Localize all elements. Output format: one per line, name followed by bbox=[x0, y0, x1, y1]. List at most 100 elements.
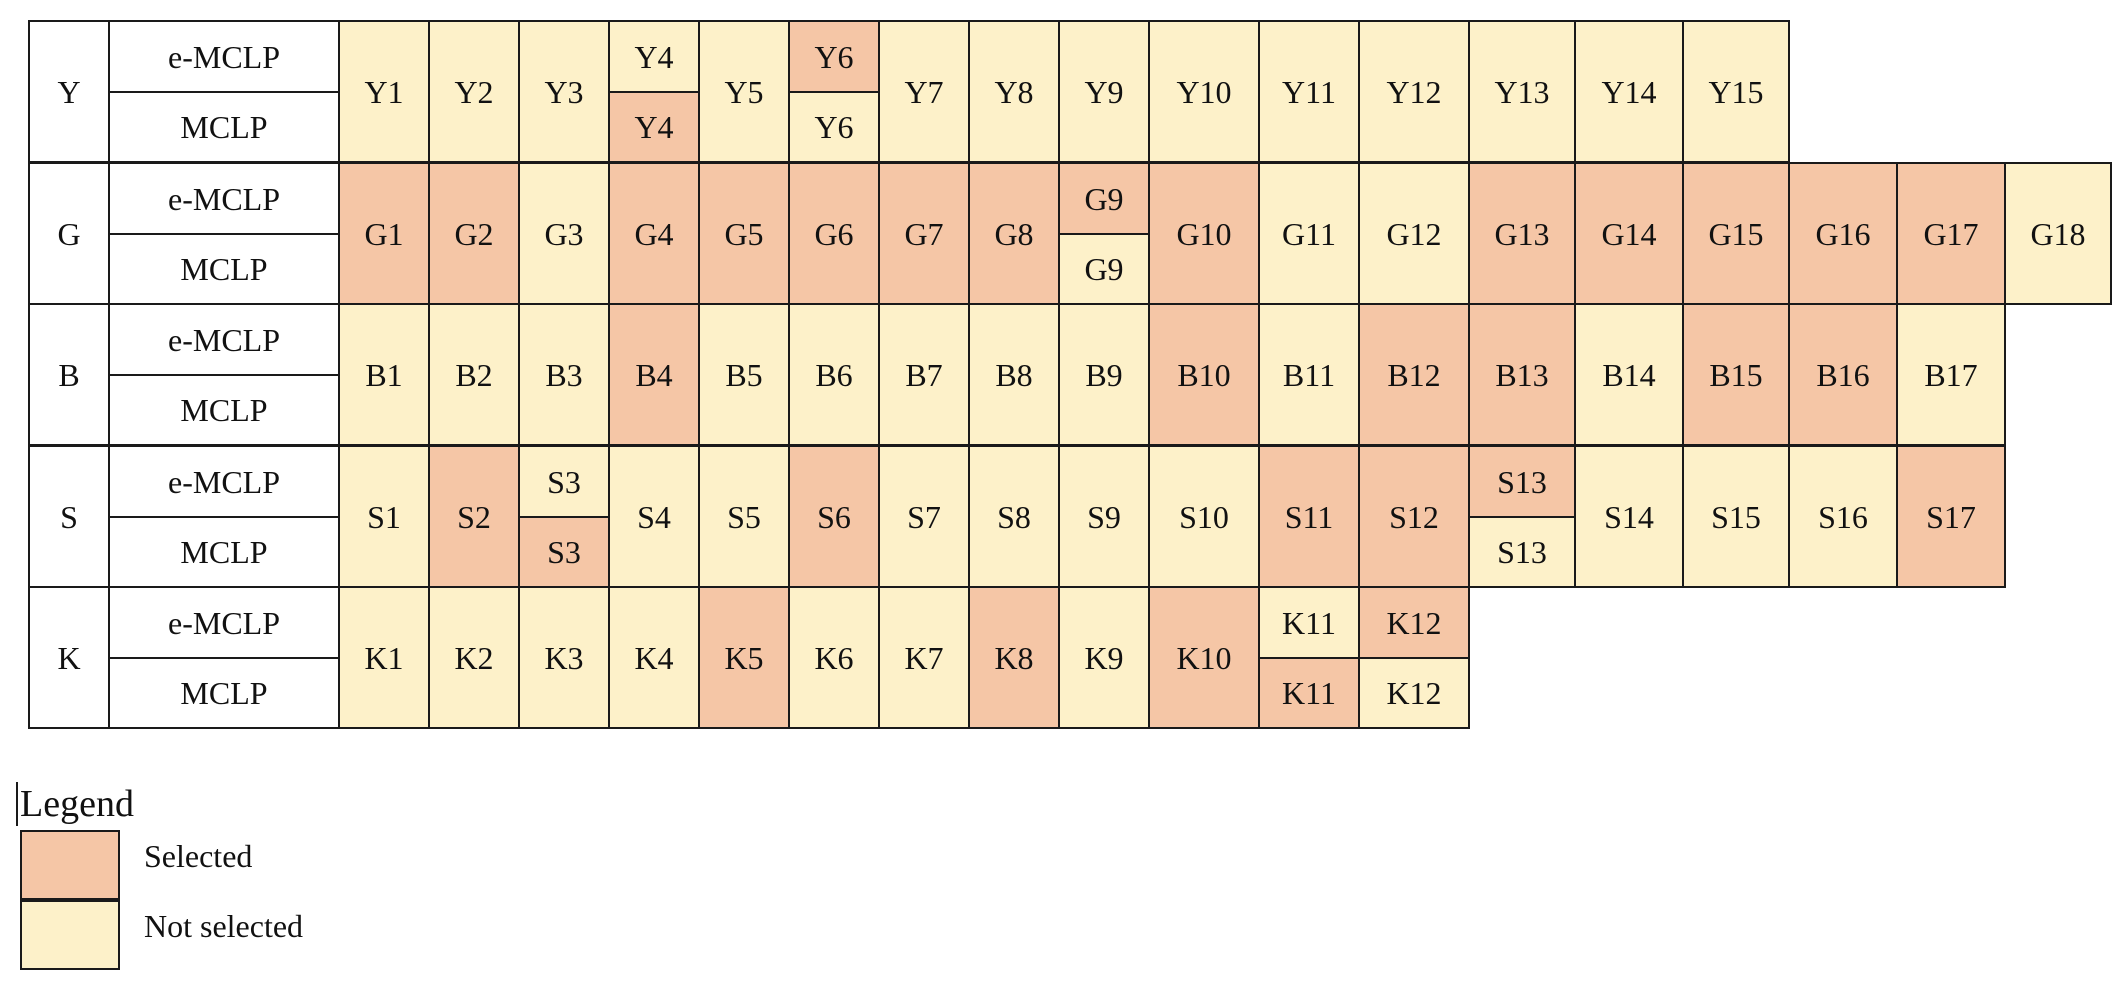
site-cell: Y11 bbox=[1258, 20, 1360, 163]
legend-swatch-not-selected bbox=[20, 900, 120, 970]
method-label: MCLP bbox=[108, 374, 340, 446]
site-cell-emclp: K11 bbox=[1258, 586, 1360, 659]
site-cell: Y8 bbox=[968, 20, 1060, 163]
site-cell-mclp: K11 bbox=[1258, 657, 1360, 729]
site-cell: S12 bbox=[1358, 445, 1470, 588]
site-cell: K4 bbox=[608, 586, 700, 729]
group-label: S bbox=[28, 445, 110, 588]
site-cell: K2 bbox=[428, 586, 520, 729]
method-label: e-MCLP bbox=[108, 162, 340, 235]
site-cell-emclp: S3 bbox=[518, 445, 610, 518]
group-label: K bbox=[28, 586, 110, 729]
legend-swatch-selected bbox=[20, 830, 120, 900]
site-cell: B3 bbox=[518, 303, 610, 446]
site-cell: S17 bbox=[1896, 445, 2006, 588]
site-cell: K1 bbox=[338, 586, 430, 729]
method-label: e-MCLP bbox=[108, 20, 340, 93]
site-cell: S5 bbox=[698, 445, 790, 588]
site-cell: K8 bbox=[968, 586, 1060, 729]
site-cell-mclp: G9 bbox=[1058, 233, 1150, 305]
site-cell: B9 bbox=[1058, 303, 1150, 446]
site-cell: B13 bbox=[1468, 303, 1576, 446]
site-cell: S15 bbox=[1682, 445, 1790, 588]
site-cell-emclp: S13 bbox=[1468, 445, 1576, 518]
method-label: MCLP bbox=[108, 233, 340, 305]
method-label: MCLP bbox=[108, 657, 340, 729]
site-cell: B2 bbox=[428, 303, 520, 446]
method-label: MCLP bbox=[108, 516, 340, 588]
site-cell: G12 bbox=[1358, 162, 1470, 305]
method-label: e-MCLP bbox=[108, 586, 340, 659]
site-cell: G4 bbox=[608, 162, 700, 305]
site-cell: B6 bbox=[788, 303, 880, 446]
site-cell: S16 bbox=[1788, 445, 1898, 588]
group-label: G bbox=[28, 162, 110, 305]
site-cell: K6 bbox=[788, 586, 880, 729]
site-cell: B12 bbox=[1358, 303, 1470, 446]
site-cell: B8 bbox=[968, 303, 1060, 446]
site-cell: B14 bbox=[1574, 303, 1684, 446]
site-cell: S8 bbox=[968, 445, 1060, 588]
site-cell: Y1 bbox=[338, 20, 430, 163]
site-cell-emclp: K12 bbox=[1358, 586, 1470, 659]
site-cell: Y15 bbox=[1682, 20, 1790, 163]
site-cell: B5 bbox=[698, 303, 790, 446]
method-label: MCLP bbox=[108, 91, 340, 163]
site-cell: S6 bbox=[788, 445, 880, 588]
legend-label-selected: Selected bbox=[144, 838, 253, 874]
site-cell-emclp: Y6 bbox=[788, 20, 880, 93]
site-cell-emclp: Y4 bbox=[608, 20, 700, 93]
site-cell: G15 bbox=[1682, 162, 1790, 305]
site-cell: Y2 bbox=[428, 20, 520, 163]
site-cell: S10 bbox=[1148, 445, 1260, 588]
site-cell: K5 bbox=[698, 586, 790, 729]
site-cell: S9 bbox=[1058, 445, 1150, 588]
site-cell: G1 bbox=[338, 162, 430, 305]
site-cell-emclp: G9 bbox=[1058, 162, 1150, 235]
group-label: B bbox=[28, 303, 110, 446]
site-cell-mclp: S3 bbox=[518, 516, 610, 588]
site-cell: Y5 bbox=[698, 20, 790, 163]
legend-label-not-selected: Not selected bbox=[144, 908, 304, 944]
site-cell-mclp: Y6 bbox=[788, 91, 880, 163]
site-cell: G17 bbox=[1896, 162, 2006, 305]
site-cell: G3 bbox=[518, 162, 610, 305]
method-label: e-MCLP bbox=[108, 303, 340, 376]
site-cell: K9 bbox=[1058, 586, 1150, 729]
site-cell: G8 bbox=[968, 162, 1060, 305]
site-cell-mclp: Y4 bbox=[608, 91, 700, 163]
site-cell: G5 bbox=[698, 162, 790, 305]
site-cell: Y7 bbox=[878, 20, 970, 163]
site-cell: S2 bbox=[428, 445, 520, 588]
site-cell: K10 bbox=[1148, 586, 1260, 729]
site-cell: G16 bbox=[1788, 162, 1898, 305]
site-cell: S11 bbox=[1258, 445, 1360, 588]
site-cell: S1 bbox=[338, 445, 430, 588]
site-cell: B16 bbox=[1788, 303, 1898, 446]
site-cell: B10 bbox=[1148, 303, 1260, 446]
site-cell: G2 bbox=[428, 162, 520, 305]
site-cell: Y13 bbox=[1468, 20, 1576, 163]
site-cell-mclp: S13 bbox=[1468, 516, 1576, 588]
legend-title: Legend bbox=[16, 782, 134, 826]
site-cell: G10 bbox=[1148, 162, 1260, 305]
site-cell: G11 bbox=[1258, 162, 1360, 305]
site-cell: Y12 bbox=[1358, 20, 1470, 163]
site-cell: G18 bbox=[2004, 162, 2112, 305]
site-cell: Y3 bbox=[518, 20, 610, 163]
site-cell: B7 bbox=[878, 303, 970, 446]
site-cell: G7 bbox=[878, 162, 970, 305]
site-cell: B17 bbox=[1896, 303, 2006, 446]
site-cell: Y10 bbox=[1148, 20, 1260, 163]
site-cell: B1 bbox=[338, 303, 430, 446]
site-cell: G13 bbox=[1468, 162, 1576, 305]
site-cell: S14 bbox=[1574, 445, 1684, 588]
site-cell: B11 bbox=[1258, 303, 1360, 446]
site-cell: B4 bbox=[608, 303, 700, 446]
site-cell: Y14 bbox=[1574, 20, 1684, 163]
site-cell: G6 bbox=[788, 162, 880, 305]
site-cell: K3 bbox=[518, 586, 610, 729]
group-label: Y bbox=[28, 20, 110, 163]
site-cell-mclp: K12 bbox=[1358, 657, 1470, 729]
site-cell: S4 bbox=[608, 445, 700, 588]
